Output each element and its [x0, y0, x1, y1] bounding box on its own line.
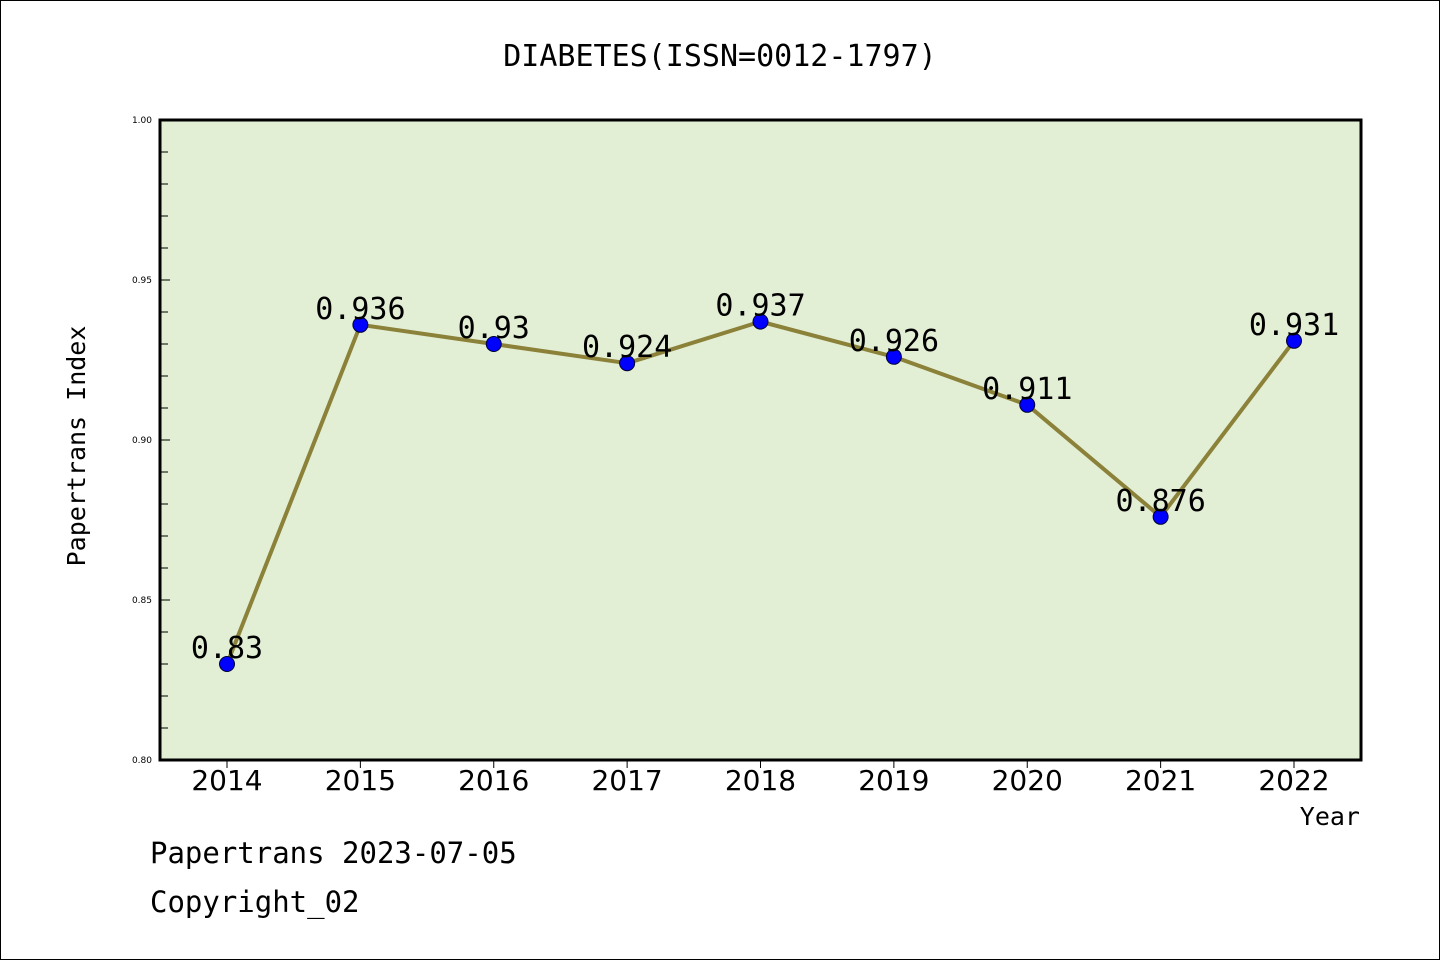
data-point	[219, 656, 235, 672]
data-point	[885, 348, 902, 365]
x-tick-label: 2016	[458, 764, 529, 797]
y-tick-label: 0.85	[132, 596, 152, 606]
x-tick-label: 2017	[591, 764, 662, 797]
data-label: 0.936	[315, 292, 405, 327]
data-label: 0.911	[982, 372, 1072, 407]
y-tick-label: 0.80	[132, 756, 152, 766]
data-point	[1286, 332, 1302, 349]
data-point	[1019, 396, 1036, 413]
y-axis-label: Papertrans Index	[62, 326, 91, 567]
data-label: 0.876	[1115, 484, 1205, 519]
data-label: 0.93	[458, 311, 530, 346]
data-label: 0.931	[1249, 308, 1339, 343]
x-tick-label: 2021	[1125, 764, 1196, 797]
data-point	[485, 336, 502, 352]
data-point	[352, 316, 369, 333]
x-tick-label: 2020	[992, 764, 1063, 797]
x-tick-label: 2018	[725, 764, 796, 797]
x-tick-label: 2019	[858, 764, 929, 797]
plot-area	[160, 120, 1361, 760]
x-tick-label: 2022	[1258, 764, 1329, 797]
footer-source-date: Papertrans 2023-07-05	[150, 836, 517, 870]
data-label: 0.937	[715, 289, 805, 324]
data-label: 0.926	[849, 324, 939, 359]
x-tick-label: 2015	[325, 764, 396, 797]
data-point	[1152, 508, 1169, 525]
footer-copyright: Copyright_02	[150, 885, 360, 919]
plot-border	[158, 118, 1363, 762]
data-label: 0.83	[191, 631, 263, 666]
data-label: 0.924	[582, 330, 672, 365]
x-axis-label: Year	[1300, 802, 1360, 831]
chart-title: DIABETES(ISSN=0012-1797)	[503, 39, 936, 74]
x-tick-label: 2014	[191, 764, 262, 797]
data-point	[752, 313, 769, 330]
y-tick-label: 1.00	[132, 116, 152, 126]
y-tick-label: 0.90	[132, 436, 152, 446]
data-point	[619, 355, 636, 372]
y-tick-label: 0.95	[132, 276, 152, 286]
